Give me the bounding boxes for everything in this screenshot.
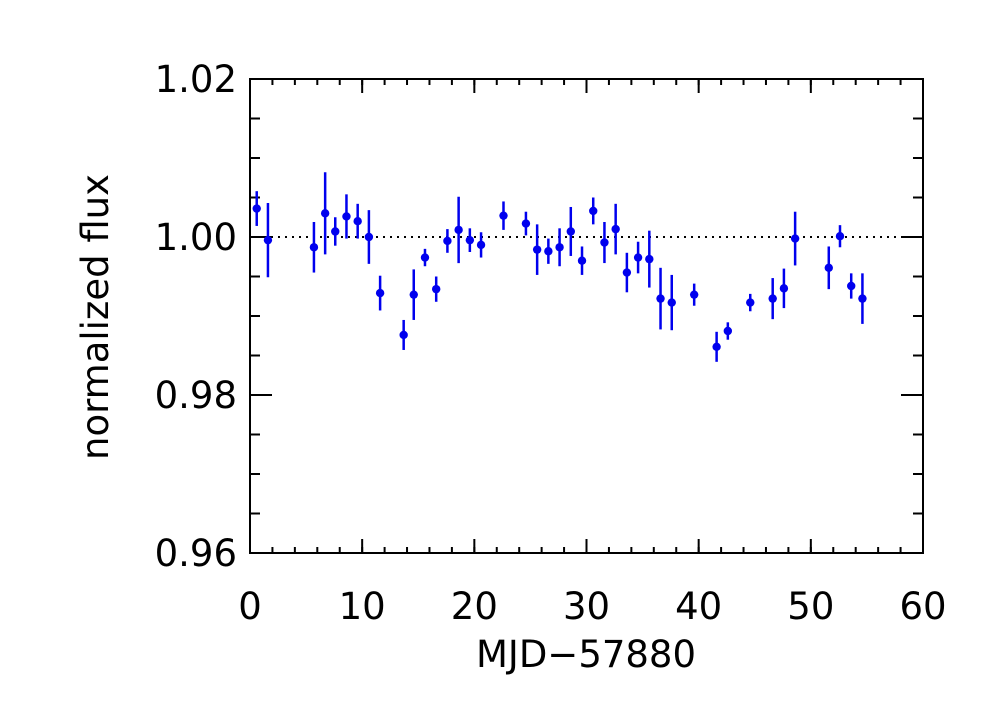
data-point bbox=[409, 290, 418, 299]
data-point bbox=[454, 225, 463, 235]
y-tick-labels: 0.96 0.98 1.00 1.02 bbox=[155, 58, 237, 575]
error-bars bbox=[255, 172, 864, 362]
x-tick-label: 20 bbox=[451, 585, 498, 628]
data-point bbox=[847, 281, 856, 291]
data-point bbox=[746, 298, 755, 307]
data-point bbox=[622, 268, 632, 277]
data-point bbox=[667, 298, 676, 307]
plot-frame bbox=[249, 78, 924, 554]
data-point bbox=[600, 238, 609, 247]
x-axis-label: MJD−57880 bbox=[476, 633, 696, 676]
y-tick-label: 1.02 bbox=[155, 58, 237, 101]
data-point bbox=[399, 330, 408, 340]
data-point bbox=[779, 284, 789, 293]
x-tick-label: 0 bbox=[238, 585, 262, 628]
y-axis-label: normalized flux bbox=[74, 174, 117, 460]
data-point bbox=[331, 227, 340, 236]
data-point bbox=[364, 232, 374, 242]
data-point bbox=[375, 288, 385, 298]
data-point bbox=[835, 232, 845, 241]
data-point bbox=[712, 342, 721, 352]
data-point bbox=[566, 227, 575, 236]
x-tick-label: 50 bbox=[787, 585, 834, 628]
data-point bbox=[353, 217, 362, 226]
data-point bbox=[499, 211, 508, 220]
data-point bbox=[645, 254, 654, 264]
data-point bbox=[443, 236, 452, 246]
x-tick-labels: 0 10 20 30 40 50 60 bbox=[238, 585, 946, 628]
data-point bbox=[420, 253, 430, 262]
data-point bbox=[465, 235, 475, 245]
y-tick-label: 0.96 bbox=[155, 532, 237, 575]
data-point bbox=[309, 243, 319, 252]
y-tick-label: 0.98 bbox=[155, 374, 237, 417]
major-ticks bbox=[249, 78, 924, 554]
data-point bbox=[521, 219, 531, 228]
data-point bbox=[790, 234, 800, 243]
minor-ticks bbox=[249, 78, 924, 554]
data-point bbox=[476, 240, 486, 250]
data-point bbox=[689, 290, 699, 299]
data-point bbox=[342, 212, 351, 221]
data-point bbox=[723, 326, 733, 336]
data-point bbox=[611, 224, 620, 234]
data-point bbox=[544, 247, 553, 256]
y-tick-label: 1.00 bbox=[155, 216, 237, 259]
data-point bbox=[633, 253, 643, 262]
data-point bbox=[589, 206, 598, 216]
x-tick-label: 40 bbox=[675, 585, 722, 628]
data-point bbox=[824, 263, 833, 273]
data-point bbox=[577, 256, 587, 265]
data-point bbox=[532, 245, 542, 254]
x-tick-label: 10 bbox=[339, 585, 386, 628]
x-tick-label: 60 bbox=[899, 585, 946, 628]
data-point bbox=[858, 294, 867, 303]
data-point bbox=[555, 243, 564, 252]
data-point bbox=[768, 294, 777, 303]
x-tick-label: 30 bbox=[563, 585, 610, 628]
data-points bbox=[252, 204, 867, 352]
data-point bbox=[252, 204, 261, 213]
data-point bbox=[431, 284, 441, 294]
data-point bbox=[320, 209, 330, 218]
data-point bbox=[656, 294, 665, 303]
data-point bbox=[263, 235, 273, 245]
